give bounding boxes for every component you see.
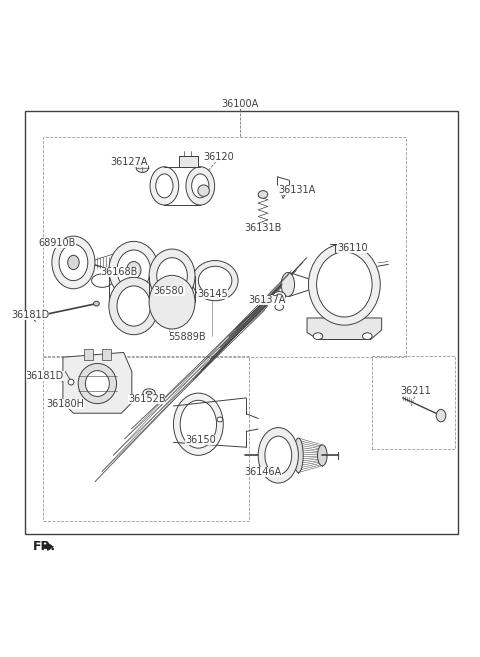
- Text: 36110: 36110: [337, 243, 368, 253]
- Ellipse shape: [109, 277, 158, 334]
- Ellipse shape: [92, 274, 113, 287]
- Ellipse shape: [143, 389, 156, 397]
- Ellipse shape: [173, 393, 223, 455]
- Ellipse shape: [117, 286, 151, 326]
- Ellipse shape: [180, 400, 216, 448]
- Ellipse shape: [276, 294, 282, 298]
- Ellipse shape: [59, 244, 88, 281]
- Text: 36131A: 36131A: [278, 185, 315, 194]
- Ellipse shape: [109, 241, 158, 299]
- Bar: [372, 356, 456, 449]
- Ellipse shape: [313, 333, 323, 340]
- Text: 55889B: 55889B: [168, 332, 206, 342]
- Text: 36146A: 36146A: [244, 467, 282, 477]
- Bar: [179, 156, 198, 167]
- Ellipse shape: [275, 304, 284, 310]
- Ellipse shape: [94, 301, 99, 306]
- Text: 36580: 36580: [154, 286, 184, 296]
- Ellipse shape: [136, 163, 149, 173]
- Ellipse shape: [273, 292, 286, 300]
- Ellipse shape: [318, 445, 327, 466]
- Ellipse shape: [156, 174, 173, 198]
- Bar: [43, 356, 249, 521]
- Ellipse shape: [198, 266, 232, 295]
- Ellipse shape: [317, 252, 372, 317]
- Ellipse shape: [258, 191, 268, 198]
- Ellipse shape: [192, 174, 209, 198]
- Ellipse shape: [149, 249, 195, 303]
- Ellipse shape: [127, 261, 141, 279]
- Text: 36137A: 36137A: [248, 295, 286, 305]
- Ellipse shape: [117, 250, 151, 290]
- Ellipse shape: [146, 391, 152, 395]
- Text: 36150: 36150: [185, 434, 216, 445]
- Ellipse shape: [85, 371, 109, 396]
- Bar: [84, 349, 93, 359]
- Text: 36168B: 36168B: [101, 267, 138, 277]
- Text: FR.: FR.: [33, 540, 56, 553]
- Text: 36211: 36211: [401, 386, 432, 396]
- Ellipse shape: [294, 438, 303, 472]
- Text: 36180H: 36180H: [46, 399, 84, 409]
- Polygon shape: [307, 318, 382, 340]
- Ellipse shape: [68, 379, 74, 385]
- Text: 36152B: 36152B: [128, 394, 166, 404]
- Ellipse shape: [198, 185, 209, 196]
- Ellipse shape: [192, 261, 238, 301]
- Text: 36120: 36120: [203, 152, 234, 162]
- Bar: [43, 137, 406, 357]
- Text: 68910B: 68910B: [38, 238, 76, 248]
- Ellipse shape: [281, 273, 295, 296]
- Text: 36127A: 36127A: [110, 157, 148, 167]
- Ellipse shape: [78, 363, 117, 403]
- Text: 36181D: 36181D: [11, 310, 49, 320]
- Text: 36145: 36145: [197, 289, 228, 299]
- Ellipse shape: [52, 236, 95, 289]
- Ellipse shape: [362, 333, 372, 340]
- Ellipse shape: [157, 258, 187, 294]
- Text: 36181D: 36181D: [25, 371, 64, 381]
- Polygon shape: [44, 543, 53, 551]
- Ellipse shape: [186, 167, 215, 205]
- Ellipse shape: [309, 244, 380, 325]
- Text: 36131B: 36131B: [244, 223, 282, 233]
- Text: 36100A: 36100A: [221, 99, 259, 108]
- Ellipse shape: [258, 428, 299, 483]
- Bar: [102, 349, 111, 359]
- Bar: [24, 111, 458, 534]
- Ellipse shape: [436, 409, 446, 422]
- Ellipse shape: [217, 417, 223, 422]
- Ellipse shape: [68, 256, 79, 269]
- Ellipse shape: [265, 436, 292, 474]
- Polygon shape: [63, 352, 132, 413]
- Ellipse shape: [149, 275, 195, 329]
- Ellipse shape: [150, 167, 179, 205]
